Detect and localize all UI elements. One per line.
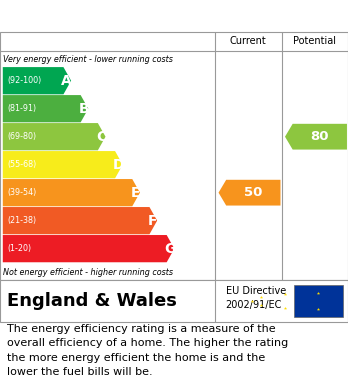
Polygon shape xyxy=(3,67,71,94)
Text: Current: Current xyxy=(230,36,267,46)
Polygon shape xyxy=(3,123,105,150)
Polygon shape xyxy=(3,179,140,206)
Polygon shape xyxy=(3,95,88,122)
Text: 50: 50 xyxy=(244,186,262,199)
Polygon shape xyxy=(3,151,123,178)
Text: The energy efficiency rating is a measure of the
overall efficiency of a home. T: The energy efficiency rating is a measur… xyxy=(7,324,288,377)
Polygon shape xyxy=(3,235,174,262)
Text: (55-68): (55-68) xyxy=(7,160,36,169)
Text: (92-100): (92-100) xyxy=(7,76,41,85)
Text: A: A xyxy=(61,74,72,88)
Text: Very energy efficient - lower running costs: Very energy efficient - lower running co… xyxy=(3,55,173,64)
Text: 80: 80 xyxy=(310,130,329,143)
Text: (21-38): (21-38) xyxy=(7,216,36,225)
Text: (81-91): (81-91) xyxy=(7,104,36,113)
Polygon shape xyxy=(3,207,157,234)
Text: (39-54): (39-54) xyxy=(7,188,36,197)
Text: D: D xyxy=(112,158,124,172)
Text: EU Directive
2002/91/EC: EU Directive 2002/91/EC xyxy=(226,286,286,310)
Polygon shape xyxy=(219,180,280,206)
Bar xyxy=(294,285,343,317)
Polygon shape xyxy=(285,124,347,150)
Text: C: C xyxy=(96,130,106,143)
Text: Potential: Potential xyxy=(293,36,336,46)
Text: E: E xyxy=(130,186,140,200)
Text: England & Wales: England & Wales xyxy=(7,292,177,310)
Text: Energy Efficiency Rating: Energy Efficiency Rating xyxy=(9,9,230,23)
Text: G: G xyxy=(164,242,175,256)
Text: B: B xyxy=(78,102,89,116)
Text: Not energy efficient - higher running costs: Not energy efficient - higher running co… xyxy=(3,268,174,277)
Text: (69-80): (69-80) xyxy=(7,132,36,141)
Text: F: F xyxy=(148,213,157,228)
Text: (1-20): (1-20) xyxy=(7,244,31,253)
